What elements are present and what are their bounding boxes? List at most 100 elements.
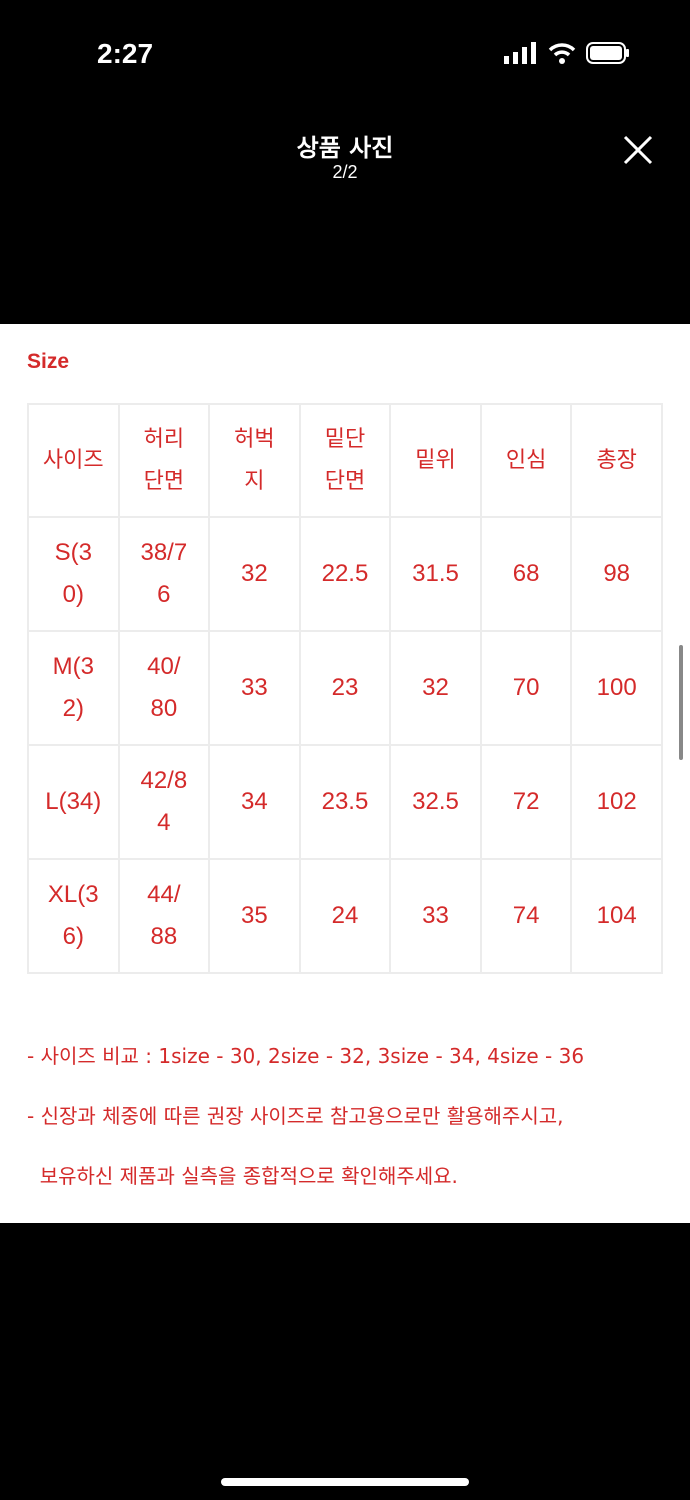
note-size-compare: - 사이즈 비교 : 1size - 30, 2size - 32, 3size… [27,1044,585,1068]
table-cell: 33 [389,858,482,974]
size-table: 사이즈 허리 단면 허벅 지 밑단 단면 밑위 인심 총장 S(3 0) 38/7 6 32 22.5 31.5… [27,403,663,974]
cell-text: 32 [422,674,449,701]
table-cell: 100 [570,630,663,746]
home-indicator[interactable] [221,1478,469,1486]
table-row: L(34) 42/8 4 34 23.5 32.5 72 102 [27,744,663,860]
cell-text: 22.5 [321,560,369,587]
table-cell: XL(3 6) [27,858,120,974]
cell-text: 68 [512,560,540,587]
cell-text: 2) [62,695,84,722]
cell-text: 24 [331,902,359,929]
table-cell: S(3 0) [27,516,120,632]
photo-counter: 2/2 [332,162,358,182]
table-cell: 32 [389,630,482,746]
table-cell: 102 [570,744,663,860]
cell-text: 44/ [147,881,181,908]
table-cell: 42/8 4 [117,744,211,860]
table-cell: 밑단 단면 [298,403,392,518]
table-cell: 밑위 [389,403,482,518]
cell-text: 6 [157,581,171,608]
cell-text: 23.5 [321,788,369,815]
cell-text: 72 [512,788,540,815]
cell-text: 23 [331,674,359,701]
status-time: 2:27 [97,38,154,69]
table-cell: 24 [298,858,392,974]
signal-icon [504,42,536,64]
table-cell: 32 [208,516,301,632]
cell-text: 0) [62,581,84,608]
table-cell: 35 [208,858,301,974]
cell-text: 허리 [143,426,185,452]
cell-text: 70 [512,674,540,701]
cell-text: 42/8 [140,767,188,794]
note-recommendation: - 신장과 체중에 따른 권장 사이즈로 참고용으로만 활용해주시고, [27,1104,564,1128]
close-icon[interactable] [622,134,654,166]
cell-text: 32.5 [412,788,459,815]
cell-text: 40/ [147,653,181,680]
table-cell: 68 [479,516,573,632]
table-cell: 인심 [479,403,573,518]
table-cell: 사이즈 [27,403,120,518]
table-cell: 38/7 6 [117,516,211,632]
cell-text: 74 [512,902,540,929]
cell-text: 35 [241,902,268,929]
cell-text: 6) [62,923,84,950]
table-cell: 총장 [570,403,663,518]
cell-text: 33 [422,902,449,929]
table-cell: 23 [298,630,392,746]
cell-text: 지 [244,468,265,494]
cell-text: 104 [596,902,637,929]
scrollbar[interactable] [679,645,683,760]
cell-text: XL(3 [47,881,99,908]
table-cell: 23.5 [298,744,392,860]
cell-text: 100 [596,674,637,701]
cell-text: 88 [150,923,178,950]
cell-text: 34 [241,788,268,815]
table-cell: 104 [570,858,663,974]
table-cell: 44/88 [117,858,211,974]
table-cell: M(3 2) [27,630,120,746]
status-icons [504,42,630,64]
cell-text: 밑위 [415,447,456,473]
size-label: Size [27,350,70,373]
cell-text: 80 [150,695,178,722]
table-row: S(3 0) 38/7 6 32 22.5 31.5 68 98 [27,516,663,632]
cell-text: 98 [603,560,631,587]
cell-text: 4 [157,809,171,836]
cell-text: 단면 [143,468,185,494]
table-cell: 70 [479,630,573,746]
table-cell: 34 [208,744,301,860]
table-row: XL(3 6) 44/88 35 24 33 74 104 [27,858,663,974]
cell-text: 인심 [505,447,547,473]
page-title: 상품 사진 [296,134,394,162]
cell-text: 31.5 [412,560,459,587]
table-row: M(3 2) 40/80 33 23 32 70 100 [27,630,663,746]
table-cell: 22.5 [298,516,392,632]
note-recommendation-cont: 보유하신 제품과 실측을 종합적으로 확인해주세요. [27,1164,458,1188]
cell-text: 38/7 [140,539,188,566]
table-cell: 32.5 [389,744,482,860]
cell-text: L(34) [45,788,102,815]
cell-text: 사이즈 [42,447,104,473]
wifi-icon [548,43,576,64]
table-cell: 31.5 [389,516,482,632]
product-photo-size-chart: Size 사이즈 허리 단면 허벅 지 밑단 단면 밑위 인심 총장 S(3 0) 38/7 6 32 22.… [0,324,690,1223]
table-cell: 40/80 [117,630,211,746]
table-header-row: 사이즈 허리 단면 허벅 지 밑단 단면 밑위 인심 총장 [27,403,663,518]
cell-text: 102 [596,788,637,815]
table-cell: L(34) [27,744,120,860]
cell-text: 밑단 [324,426,366,452]
cell-text: 32 [241,560,268,587]
table-cell: 98 [570,516,663,632]
battery-icon [586,42,629,64]
cell-text: 허벅 [234,426,275,452]
cell-text: S(3 [54,539,92,566]
table-cell: 72 [479,744,573,860]
table-cell: 74 [479,858,573,974]
cell-text: M(3 [52,653,94,680]
cell-text: 총장 [596,447,637,473]
cell-text: 33 [241,674,268,701]
table-cell: 33 [208,630,301,746]
